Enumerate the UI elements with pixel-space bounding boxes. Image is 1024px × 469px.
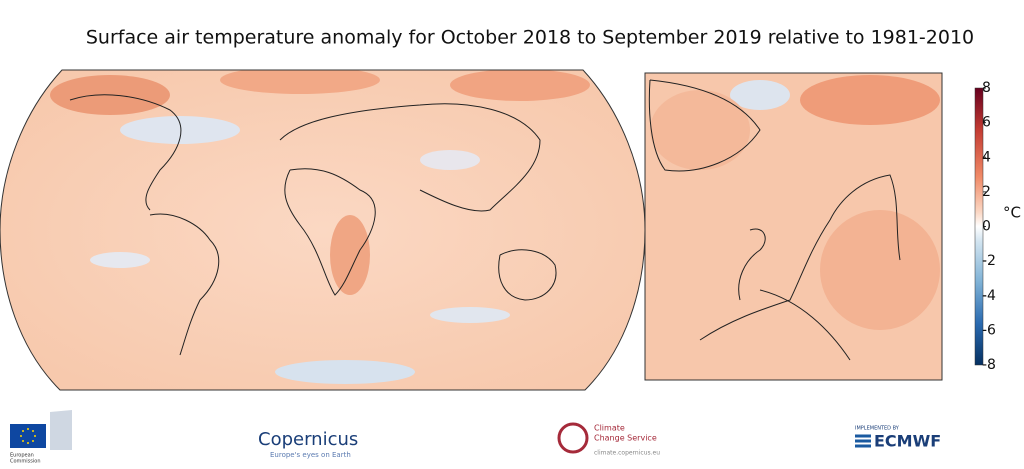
colorbar-tick-label: 8 [982,80,991,96]
title: Surface air temperature anomaly for Octo… [86,27,974,49]
commission-text: European [10,453,34,459]
world-map [0,70,645,390]
colorbar-tick-label: -2 [982,253,996,269]
colorbar-tick-label: -4 [982,288,996,304]
c3s-logo: Climate Change Service climate.copernicu… [557,422,660,457]
ecmwf-text: ECMWF [874,432,941,451]
colorbar-tick-label: 2 [982,184,991,200]
commission-text: Commission [10,459,41,465]
copernicus-text: Copernicus [258,429,358,450]
c3s-text: Change Service [594,434,657,443]
implemented-by: IMPLEMENTED BY [855,426,900,432]
europe-map [644,72,943,381]
colorbar-tick-label: -6 [982,322,996,338]
map-border [0,69,646,391]
colorbar-tick-label: 6 [982,115,991,131]
ecmwf-logo: IMPLEMENTED BY ECMWF [855,426,941,451]
copernicus-tagline: Europe's eyes on Earth [270,451,351,459]
colorbar-ticks: -8 -6 -4 -2 0 2 4 6 8 [982,80,996,373]
eu-flag [10,424,46,448]
colorbar-unit: °C [1003,204,1021,222]
commission-logo: European Commission [10,410,72,465]
copernicus-logo: Copernicus Europe's eyes on Earth [258,429,358,459]
c3s-text: Climate [594,424,625,433]
c3s-url: climate.copernicus.eu [594,450,660,457]
colorbar-tick-label: -8 [982,357,996,373]
colorbar-tick-label: 0 [982,219,991,235]
colorbar-tick-label: 4 [982,149,991,165]
